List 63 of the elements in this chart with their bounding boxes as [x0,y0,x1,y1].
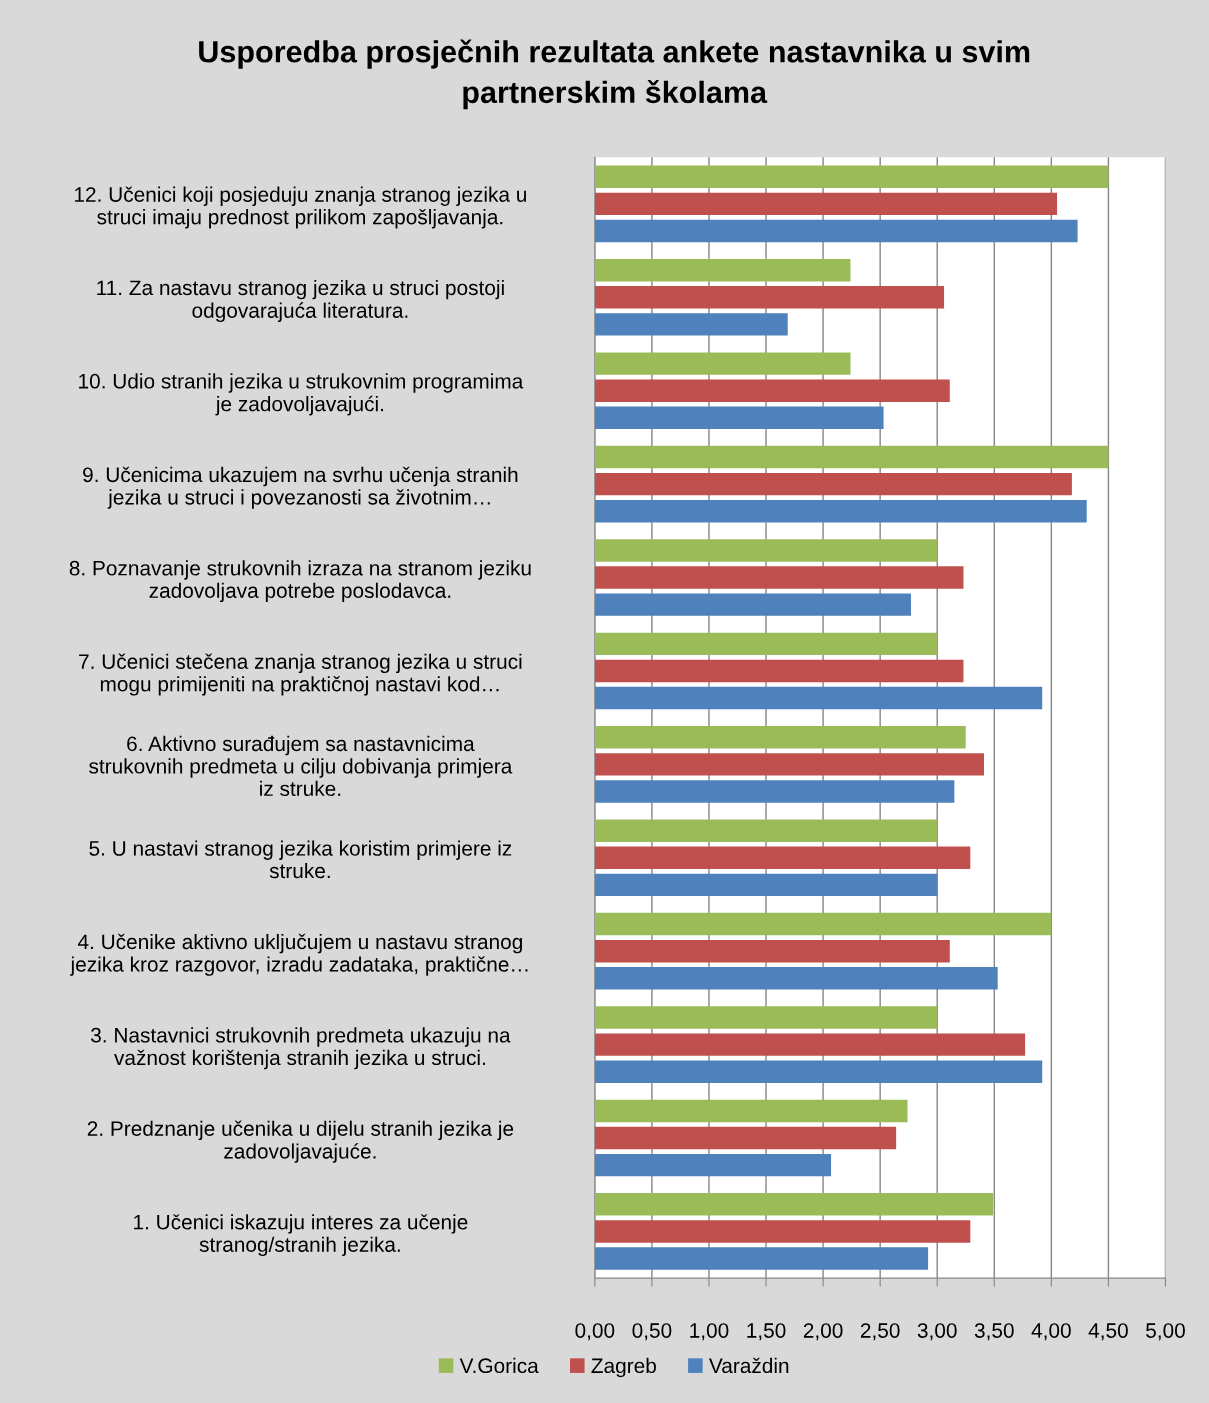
y-tick-label: 2. Predznanje učenika u dijelu stranih jezika je zadovoljavajuće. [87,1120,514,1163]
bar [594,472,1072,496]
bar [594,286,945,309]
x-tick-label: 4,50 [1088,1323,1128,1341]
x-tick-label: 1,00 [690,1323,729,1341]
bar [594,445,1109,469]
bar [594,165,1109,188]
x-tick-label: 0,00 [575,1323,615,1341]
bar [594,873,938,897]
legend-label: Zagreb [591,1357,656,1378]
bar [594,313,788,336]
bar [594,1099,908,1123]
y-tick-label: 10. Udio stranih jezika u strukovnim programima je zadovoljavajući. [79,373,524,416]
bar [594,753,985,776]
bar [594,686,1043,710]
y-tick-label: 12. Učenici koji posjeduju znanja stranog jezika u struci imaju prednost prilikom zapošljavanja. [75,186,526,229]
x-tick-label: 3,50 [974,1323,1014,1341]
bar [594,192,1058,216]
bar [594,1033,1026,1056]
bar [594,1006,938,1029]
bar [594,352,851,375]
y-tick-label: 6. Aktivno surađujem sa nastavnicima strukovnih predmeta u cilju dobivanja primjera iz struke. [89,735,513,797]
bar [594,539,938,562]
bar [594,566,964,589]
chart-title: Usporedba prosječnih rezultata ankete nastavnika u svim partnerskim školama [199,39,1030,110]
bar [594,726,966,749]
bar [594,499,1087,523]
bar [594,1247,929,1270]
bar [594,939,950,963]
y-tick-label: 3. Nastavnici strukovnih predmeta ukazuju na važnost korištenja stranih jezika u struci. [91,1027,511,1070]
y-tick-label: 9. Učenicima ukazujem na svrhu učenja stranih jezika u struci i povezanosti sa životnim… [83,466,518,509]
x-tick-label: 3,00 [917,1323,957,1341]
bar [594,632,938,656]
bar [594,379,950,402]
y-tick-label: 7. Učenici stečena znanja stranog jezika u struci mogu primijeniti na praktičnoj nastavi kod… [79,653,522,696]
x-tick-label: 1,50 [747,1323,786,1341]
bar [594,659,964,683]
x-tick-label: 2,00 [803,1323,843,1341]
bar [594,1060,1043,1083]
x-tick-label: 5,00 [1146,1323,1185,1341]
x-tick-label: 0,50 [632,1323,672,1341]
bar [594,780,955,803]
bar [594,819,938,842]
y-tick-label: 11. Za nastavu stranog jezika u struci postoji odgovarajuća literatura. [97,279,504,323]
y-tick-label: 4. Učenike aktivno uključujem u nastavu stranog jezika kroz razgovor, izradu zadataka, praktične… [70,933,528,976]
bar [594,1153,832,1177]
y-tick-label: 5. U nastavi stranog jezika koristim primjere iz struke. [89,840,512,879]
bar [594,1220,971,1243]
bar [594,406,884,429]
legend-label: Varaždin [708,1357,789,1374]
x-tick-label: 4,00 [1031,1323,1071,1341]
bar [594,846,971,869]
bar [594,219,1078,243]
bar [594,258,851,282]
bar [594,912,1052,936]
x-tick-label: 2,50 [860,1323,900,1341]
y-tick-label: 8. Poznavanje strukovnih izraza na stranom jeziku zadovoljava potrebe poslodavca. [69,560,531,603]
legend-label: V.Gorica [459,1357,539,1374]
bar [594,1126,897,1150]
bar [594,967,998,990]
bar [594,1193,994,1216]
y-tick-label: 1. Učenici iskazuju interes za učenje stranog/stranih jezika. [134,1214,468,1257]
bar [594,593,911,616]
